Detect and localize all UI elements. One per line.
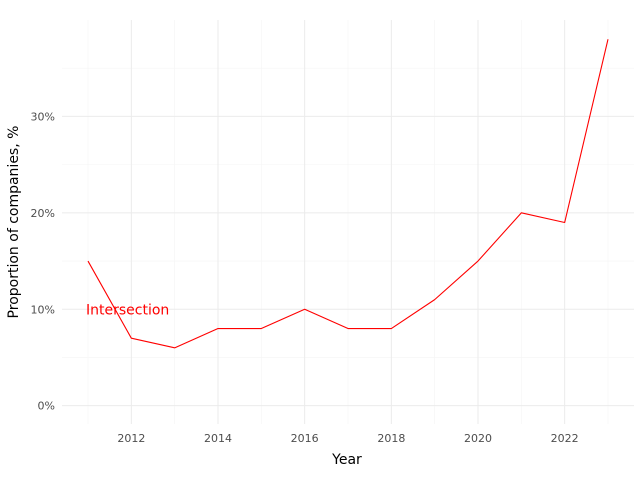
y-tick-label: 10% [31,303,55,316]
y-tick-label: 20% [31,207,55,220]
y-tick-label: 30% [31,110,55,123]
y-tick-label: 0% [38,400,55,413]
grid [62,20,634,424]
x-axis-title: Year [331,452,362,468]
x-tick-label: 2014 [204,432,232,445]
x-tick-label: 2012 [117,432,145,445]
x-tick-label: 2016 [291,432,319,445]
series-layer [87,39,609,349]
tick-labels: 2012 2014 2016 2018 2020 2022 0% 10% 20% 30% [31,110,579,445]
x-tick-label: 2022 [551,432,579,445]
annotation-label: Intersection [86,302,169,318]
x-tick-label: 2020 [464,432,492,445]
y-axis-title: Proportion of companies, % [6,126,22,319]
x-tick-label: 2018 [377,432,405,445]
annotation-layer: Intersection [86,302,169,318]
